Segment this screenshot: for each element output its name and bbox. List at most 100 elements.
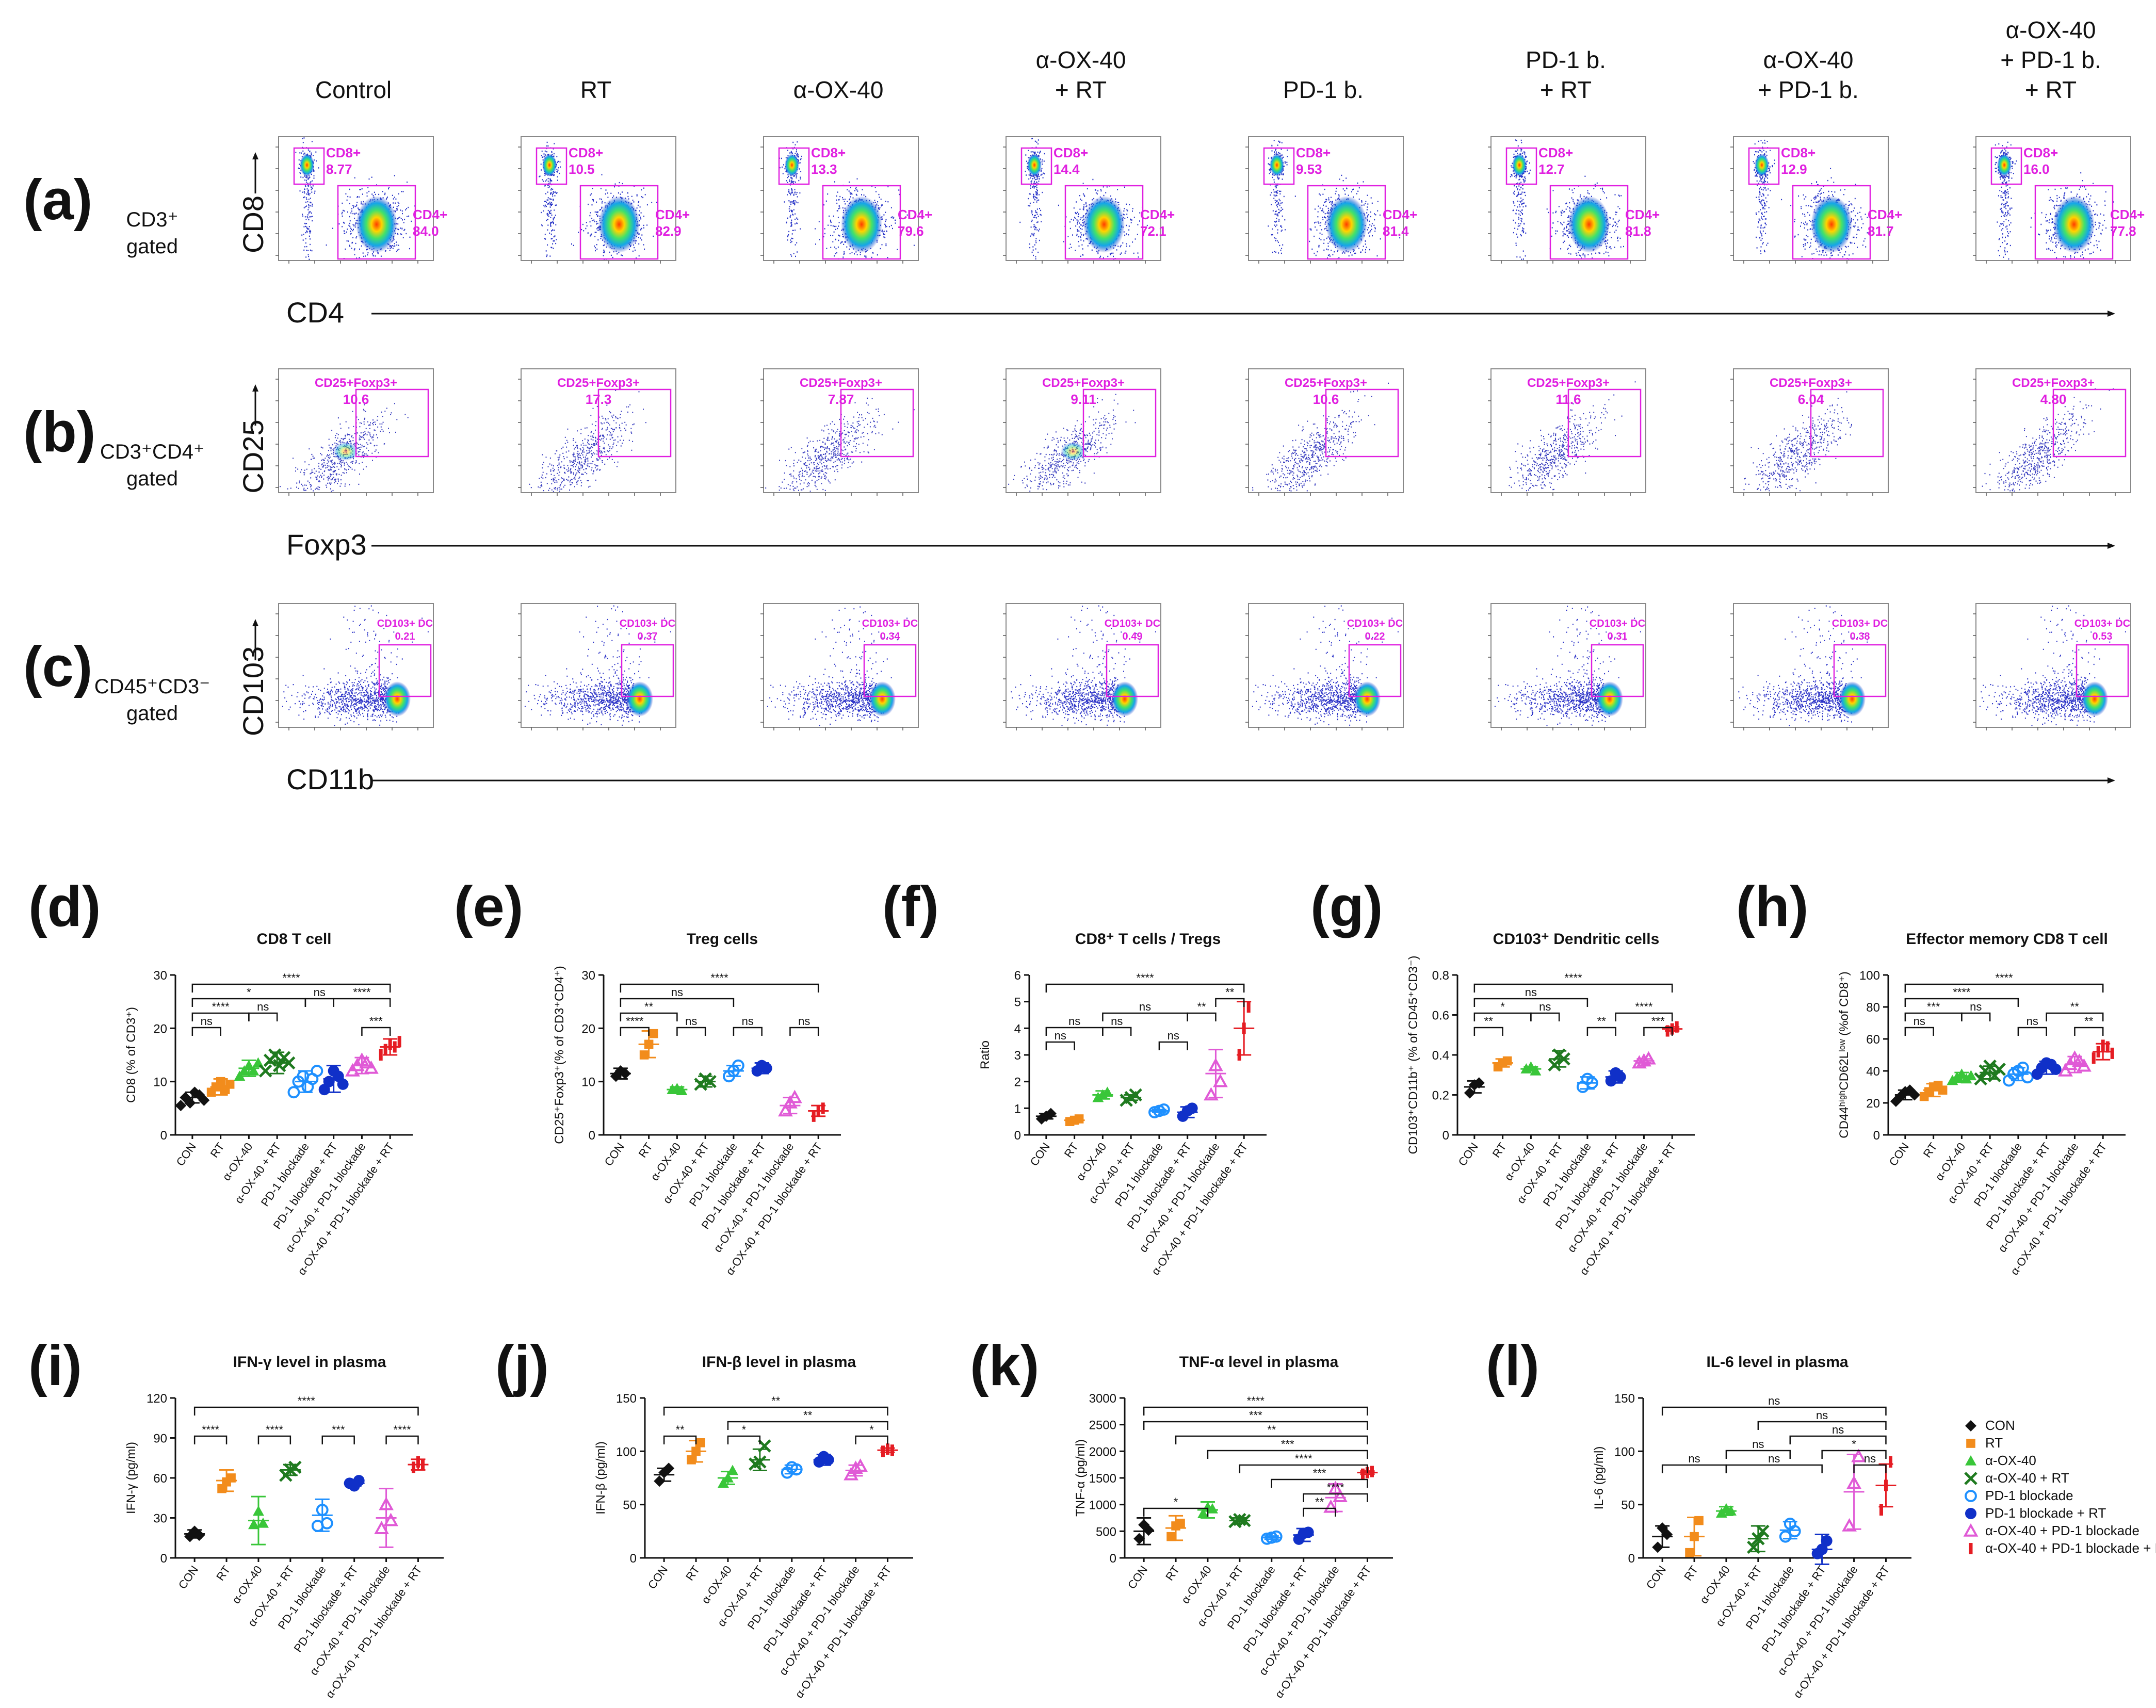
y-axis-label: CD25⁺Foxp3⁺(% of CD3⁺CD4⁺) <box>553 966 566 1144</box>
data-point <box>420 1459 425 1471</box>
chart-l: (l) IL-6 level in plasma 0 50 100 150 IL-6 (pg… <box>1486 1334 1911 1700</box>
data-point <box>654 1475 666 1487</box>
flow-event-dots <box>1509 381 1636 492</box>
x-tick-label: α-OX-40 <box>699 1564 734 1606</box>
y-tick-label: 1000 <box>1089 1499 1116 1512</box>
flow-y-axis-label: CD103 <box>237 646 269 736</box>
y-axis-label: IL-6 (pg/ml) <box>1592 1446 1606 1510</box>
gate-value: 17.3 <box>586 392 612 407</box>
gate-label: CD103+ DC <box>2074 618 2130 629</box>
flow-plot-2-4: CD103+ DC 0.22 <box>1245 603 1404 730</box>
data-point <box>226 1473 236 1483</box>
y-tick-label: 0.2 <box>1432 1089 1449 1103</box>
data-point <box>2077 1058 2092 1072</box>
density-hotspot <box>1512 154 1527 176</box>
y-axis-label: IFN-γ (pg/ml) <box>124 1442 138 1514</box>
significance-bracket <box>1187 1012 1217 1021</box>
legend-entry: CON <box>1985 1418 2015 1433</box>
y-tick-label: 40 <box>1866 1065 1880 1079</box>
y-axis-label: TNF-α (pg/ml) <box>1074 1439 1088 1517</box>
data-point <box>1685 1548 1694 1557</box>
data-point <box>1956 1068 1968 1079</box>
significance-bracket <box>385 1435 419 1444</box>
gate-box-treg <box>1567 388 1642 458</box>
significance-bracket <box>1045 983 1245 993</box>
significance-label: **** <box>282 971 300 984</box>
data-point <box>1208 1058 1223 1071</box>
significance-label: ns <box>1970 1000 1982 1013</box>
column-header-6: α-OX-40 <box>1763 46 1854 73</box>
flow-x-axis-label: Foxp3 <box>286 528 367 561</box>
significance-label: **** <box>1953 986 1971 999</box>
gate-value: 0.53 <box>2093 631 2113 642</box>
data-point <box>722 1472 734 1483</box>
gate-value: 6.04 <box>1798 392 1824 407</box>
gate-label: CD103+ DC <box>1832 618 1888 629</box>
gate-label: CD4+ <box>898 207 932 222</box>
gate-label: CD25+Foxp3+ <box>1042 376 1125 390</box>
chart-title: IL-6 level in plasma <box>1706 1354 1848 1371</box>
significance-label: **** <box>202 1423 220 1436</box>
data-point <box>234 1070 246 1081</box>
gate-box-dc <box>863 644 917 697</box>
gate-label: CD8+ <box>2023 145 2058 160</box>
gate-label: CD3⁺CD4⁺ <box>100 441 204 463</box>
significance-label: **** <box>1326 1481 1344 1494</box>
significance-bracket <box>1661 1406 1887 1416</box>
legend-entry: PD-1 blockade <box>1985 1488 2073 1503</box>
data-point <box>1947 1075 1958 1085</box>
gate-box-cd4 <box>2034 185 2114 260</box>
data-point <box>1752 1532 1765 1546</box>
data-point <box>1694 1516 1704 1525</box>
significance-bracket <box>1143 1421 1368 1430</box>
data-point <box>732 1059 744 1072</box>
gate-box-cd8 <box>1990 147 2022 185</box>
y-tick-label: 30 <box>581 969 595 983</box>
y-tick-label: 1 <box>1014 1102 1021 1116</box>
significance-bracket <box>1473 1027 1503 1036</box>
data-point <box>1246 1001 1251 1013</box>
x-tick-label: CON <box>1644 1564 1669 1591</box>
data-point <box>2050 1063 2062 1075</box>
significance-bracket <box>257 1435 291 1444</box>
flow-plot-0-6: CD8+12.9 CD4+81.7 <box>1730 136 1902 264</box>
significance-bracket <box>1530 1012 1560 1021</box>
x-tick-label: RT <box>1163 1564 1182 1583</box>
density-hotspot <box>869 681 896 717</box>
x-tick-label: CON <box>1886 1141 1911 1168</box>
data-point <box>1370 1466 1374 1477</box>
y-axis-label: CD103⁺CD11b⁺ (% of CD45⁺CD3⁻) <box>1406 955 1420 1154</box>
data-point <box>1661 1528 1673 1540</box>
significance-label: ns <box>2027 1015 2038 1028</box>
flow-x-axis-label: CD11b <box>286 763 374 795</box>
significance-bracket <box>855 1435 888 1444</box>
significance-bracket <box>789 1027 819 1036</box>
density-hotspot <box>2081 681 2108 717</box>
flow-plot-2-6: CD103+ DC 0.38 <box>1730 603 1889 730</box>
data-point <box>1963 1523 1979 1537</box>
data-point <box>1265 1531 1278 1544</box>
significance-bracket <box>333 998 391 1007</box>
gate-box-cd8 <box>1748 147 1780 185</box>
data-point <box>687 1455 696 1465</box>
data-point <box>881 1445 885 1457</box>
density-hotspot <box>1997 154 2012 176</box>
panel-letter: (a) <box>23 168 92 232</box>
y-tick-label: 60 <box>153 1472 167 1486</box>
y-tick-label: 5 <box>1014 996 1021 1010</box>
data-point <box>2101 1039 2105 1051</box>
data-point <box>272 1059 286 1072</box>
significance-label: ** <box>1484 1015 1494 1028</box>
flow-plot-0-7: CD8+16.0 CD4+77.8 <box>1973 136 2145 264</box>
data-point <box>1237 1049 1241 1061</box>
gate-label: CD4+ <box>655 207 690 222</box>
flow-plot-1-6: CD25+Foxp3+ 6.04 <box>1730 368 1889 496</box>
flow-plot-2-2: CD103+ DC 0.34 <box>760 603 919 730</box>
gate-value: 0.37 <box>638 631 658 642</box>
gate-box-treg <box>1810 388 1884 458</box>
data-point <box>1965 1490 1977 1502</box>
gate-value: 14.4 <box>1053 161 1080 177</box>
gate-label: CD25+Foxp3+ <box>2012 376 2095 390</box>
significance-bracket <box>191 1027 221 1036</box>
flow-plot-2-1: CD103+ DC 0.37 <box>518 603 676 730</box>
